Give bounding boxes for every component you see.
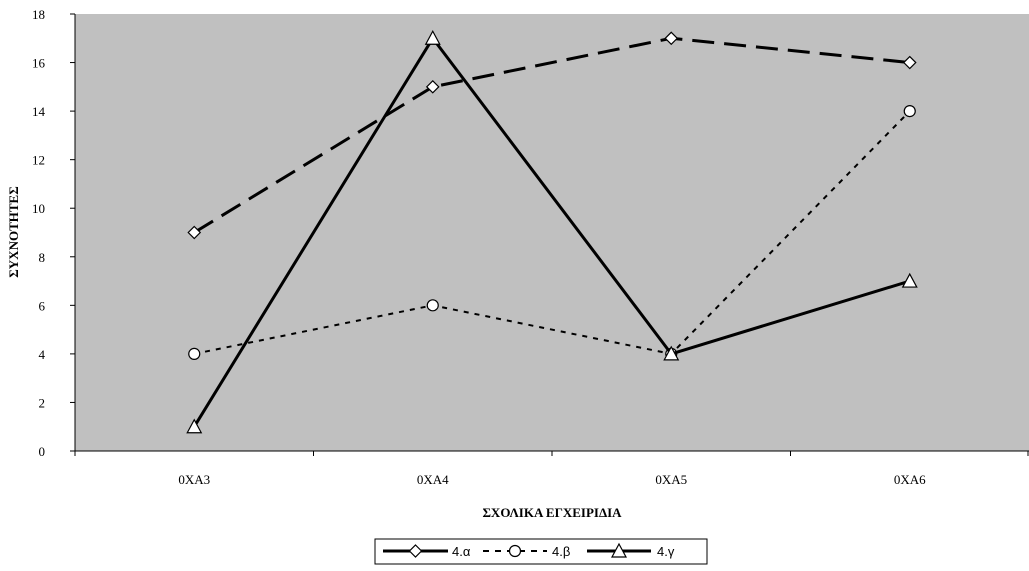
- data-point-diamond: [187, 225, 202, 240]
- series-3: [186, 30, 918, 434]
- data-point-diamond: [425, 79, 440, 94]
- legend: 4.α 4.β 4.γ: [374, 538, 708, 565]
- data-point-circle: [426, 299, 439, 312]
- series-1: [187, 31, 917, 240]
- x-tick-label: 0XA3: [178, 472, 210, 487]
- y-axis: 0 2 4 6 8 10 12 14 16 18: [32, 7, 76, 459]
- x-tick-label: 0XA4: [417, 472, 449, 487]
- data-point-circle: [188, 347, 201, 360]
- data-point-triangle: [424, 30, 441, 45]
- y-tick-label: 16: [32, 56, 46, 71]
- y-axis-title: ΣΥΧΝΟΤΗΤΕΣ: [6, 186, 21, 277]
- x-axis: 0XA3 0XA4 0XA5 0XA6: [74, 450, 1029, 487]
- series-layer: [186, 30, 918, 434]
- y-tick-label: 18: [32, 7, 45, 22]
- legend-entry-1: 4.α: [383, 544, 471, 559]
- data-point-diamond: [664, 31, 679, 46]
- data-point-circle: [903, 105, 916, 118]
- series-line: [192, 36, 911, 428]
- legend-label: 4.α: [452, 544, 471, 559]
- y-tick-label: 8: [39, 250, 46, 265]
- series-line: [194, 110, 911, 355]
- legend-label: 4.β: [552, 544, 570, 559]
- series-line: [193, 36, 910, 234]
- legend-label: 4.γ: [657, 544, 675, 559]
- y-tick-label: 2: [39, 395, 46, 410]
- y-tick-label: 0: [39, 444, 46, 459]
- data-point-diamond: [902, 55, 917, 70]
- legend-marker-diamond: [408, 544, 423, 558]
- y-tick-label: 6: [39, 298, 46, 313]
- legend-entry-3: 4.γ: [587, 542, 675, 559]
- y-tick-label: 10: [32, 201, 45, 216]
- data-point-triangle: [186, 418, 203, 434]
- x-axis-title: ΣΧΟΛΙΚΑ ΕΓΧΕΙΡΙΔΙΑ: [482, 505, 622, 520]
- data-point-triangle: [663, 345, 680, 361]
- legend-entry-2: 4.β: [483, 544, 570, 559]
- x-tick-label: 0XA5: [655, 472, 687, 487]
- legend-marker-triangle: [610, 542, 628, 558]
- data-point-triangle: [901, 272, 918, 288]
- y-tick-label: 4: [39, 347, 46, 362]
- legend-marker-circle: [508, 544, 522, 558]
- y-tick-label: 12: [32, 153, 45, 168]
- x-tick-label: 0XA6: [894, 472, 926, 487]
- y-tick-label: 14: [32, 104, 46, 119]
- plot-area: [75, 14, 1029, 451]
